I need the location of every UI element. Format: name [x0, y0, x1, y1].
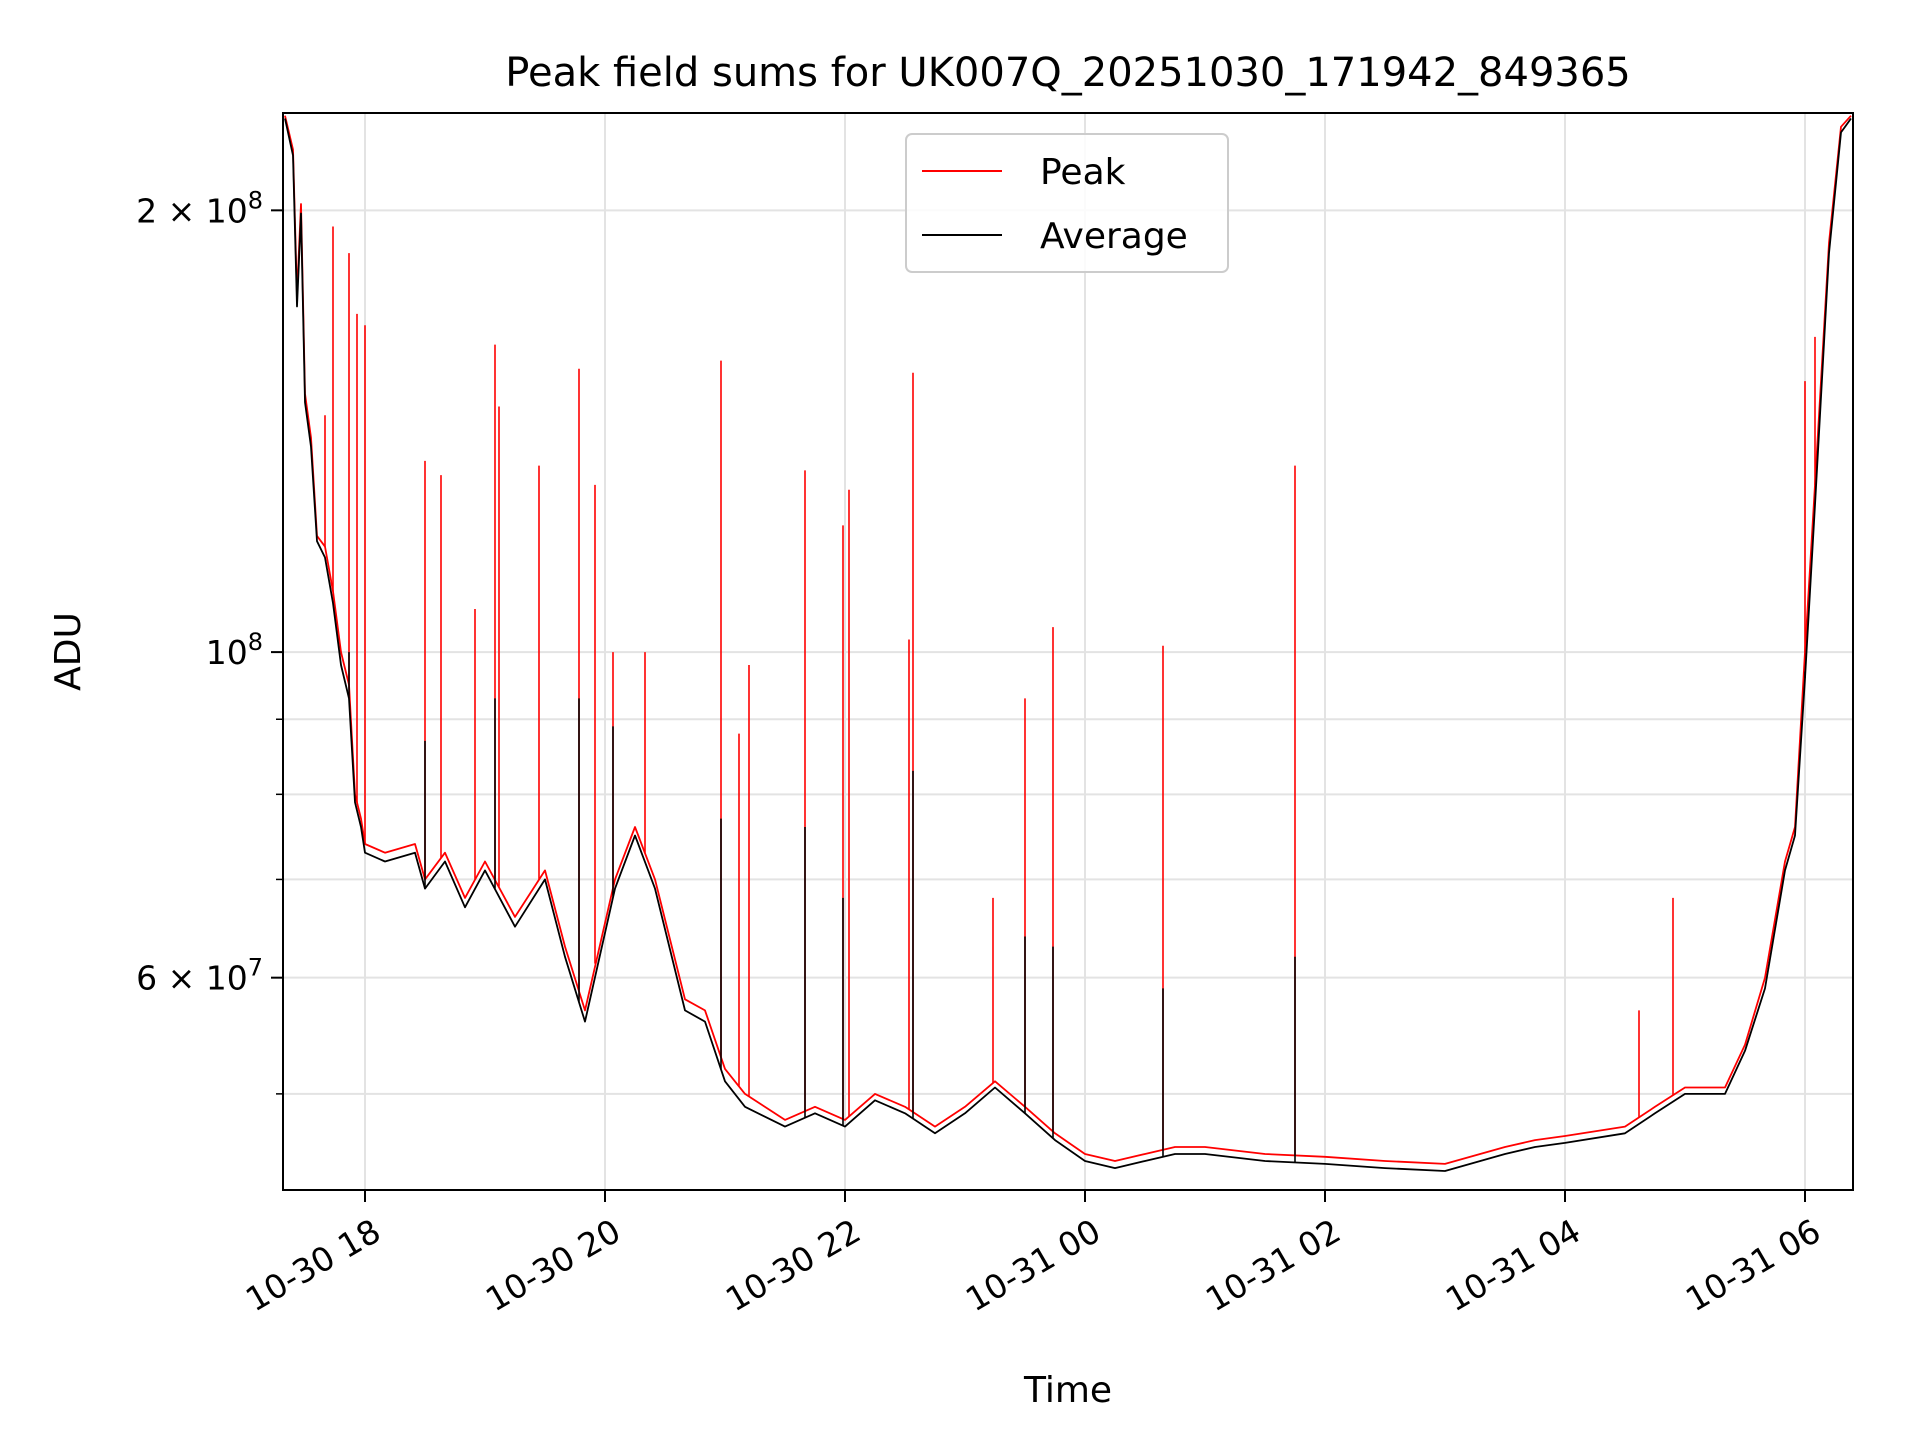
y-tick-exponent: 8	[248, 186, 263, 214]
y-tick-label: 108	[206, 628, 263, 672]
legend-box	[905, 133, 1229, 273]
chart-title: Peak field sums for UK007Q_20251030_1719…	[505, 50, 1630, 96]
y-tick-exponent: 8	[248, 628, 263, 656]
y-tick-exponent: 7	[248, 954, 263, 982]
y-tick-label: 2 × 108	[136, 186, 263, 230]
plot-series	[284, 115, 1852, 1172]
legend-label-average: Average	[1040, 216, 1188, 257]
series-average-line	[284, 117, 1852, 1172]
y-tick-label: 6 × 107	[136, 954, 263, 998]
y-axis-label: ADU	[48, 612, 89, 691]
legend: Peak Average	[905, 133, 1229, 273]
x-axis-label: Time	[1023, 1370, 1112, 1411]
legend-label-peak: Peak	[1040, 152, 1126, 193]
